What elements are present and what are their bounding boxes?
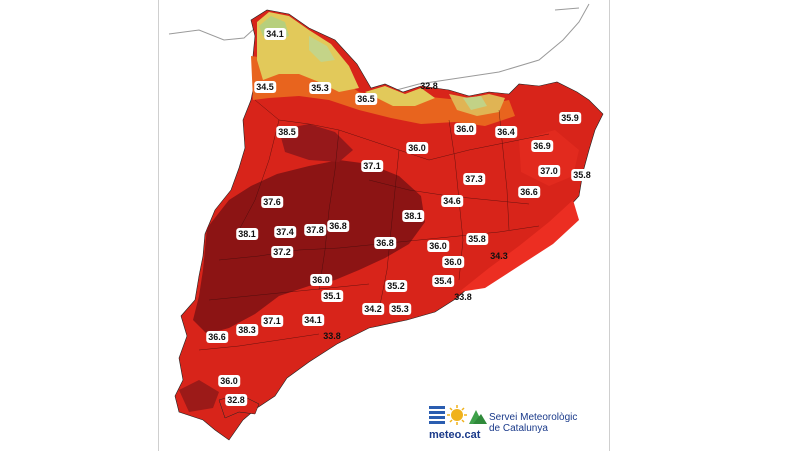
temperature-label: 34.2 — [362, 303, 384, 315]
temperature-label: 35.2 — [385, 280, 407, 292]
temperature-label: 33.8 — [323, 331, 341, 341]
temperature-label: 32.8 — [225, 394, 247, 406]
temperature-label: 37.3 — [463, 173, 485, 185]
temperature-label: 34.1 — [264, 28, 286, 40]
temperature-label: 35.3 — [309, 82, 331, 94]
temperature-label: 34.5 — [254, 81, 276, 93]
dark-zone — [179, 380, 219, 412]
temperature-label: 36.0 — [427, 240, 449, 252]
meteocat-logo: meteo.cat Servei Meteorològic de Catalun… — [429, 404, 609, 444]
logo-icons — [429, 405, 487, 425]
mountain-icon — [469, 410, 487, 424]
temperature-label: 36.4 — [495, 126, 517, 138]
temperature-label: 37.6 — [261, 196, 283, 208]
border-line — [554, 7, 580, 11]
waves-icon — [429, 406, 445, 424]
temperature-label: 38.1 — [402, 210, 424, 222]
temperature-label: 36.0 — [442, 256, 464, 268]
temperature-label: 36.6 — [206, 331, 228, 343]
temperature-label: 37.8 — [304, 224, 326, 236]
border-line — [388, 3, 590, 93]
temperature-label: 37.1 — [361, 160, 383, 172]
temperature-label: 35.3 — [389, 303, 411, 315]
mountain-green-zone — [463, 96, 487, 110]
temperature-label: 38.5 — [276, 126, 298, 138]
temperature-label: 38.3 — [236, 324, 258, 336]
temperature-label: 37.1 — [261, 315, 283, 327]
temperature-label: 35.1 — [321, 290, 343, 302]
temperature-label: 38.1 — [236, 228, 258, 240]
temperature-label: 36.8 — [327, 220, 349, 232]
service-line-2: de Catalunya — [489, 423, 548, 434]
temperature-label: 35.9 — [559, 112, 581, 124]
temperature-label: 34.1 — [302, 314, 324, 326]
temperature-label: 36.0 — [406, 142, 428, 154]
temperature-label: 35.8 — [571, 169, 593, 181]
temperature-label: 37.2 — [271, 246, 293, 258]
temperature-label: 36.9 — [531, 140, 553, 152]
temperature-label: 35.8 — [466, 233, 488, 245]
sun-icon — [447, 405, 467, 425]
temperature-label: 36.0 — [310, 274, 332, 286]
temperature-map: 34.1 35.3 34.5 36.5 32.8 38.5 36.0 36.4 35.9 36.0… — [158, 0, 610, 451]
mountain-yellow-zone — [365, 86, 435, 106]
temperature-label: 35.4 — [432, 275, 454, 287]
temperature-label: 32.8 — [420, 81, 438, 91]
border-line — [168, 27, 256, 41]
temperature-label: 36.0 — [218, 375, 240, 387]
temperature-label: 33.8 — [454, 292, 472, 302]
logo-wordmark: meteo.cat — [429, 429, 481, 441]
temperature-label: 36.5 — [355, 93, 377, 105]
temperature-label: 34.6 — [441, 195, 463, 207]
mountain-green-zone — [309, 36, 335, 62]
dark-zone — [193, 160, 425, 334]
service-line-1: Servei Meteorològic — [489, 412, 578, 423]
temperature-label: 36.0 — [454, 123, 476, 135]
temperature-label: 34.3 — [490, 251, 508, 261]
temperature-label: 36.6 — [518, 186, 540, 198]
service-name: Servei Meteorològic de Catalunya — [489, 412, 577, 434]
temperature-label: 37.4 — [274, 226, 296, 238]
temperature-label: 37.0 — [538, 165, 560, 177]
coastal-zone — [459, 200, 579, 292]
temperature-label: 36.8 — [374, 237, 396, 249]
